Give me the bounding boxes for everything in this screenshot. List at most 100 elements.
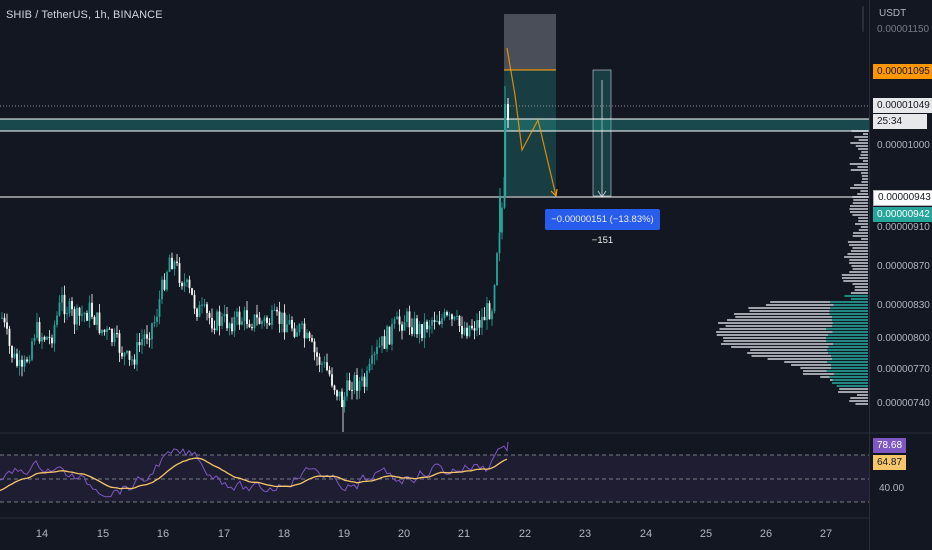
candle-body	[236, 311, 238, 317]
volume-profile-bar	[770, 301, 831, 303]
volume-profile-bar	[861, 151, 868, 153]
candle-body	[11, 346, 13, 358]
rsi-ma-value-tag: 64.87	[873, 455, 907, 470]
volume-profile-bar	[800, 367, 832, 369]
candle-body	[118, 333, 121, 353]
candle-body	[266, 317, 268, 324]
candle-body	[351, 389, 353, 391]
candle-body	[386, 326, 388, 349]
candle-body	[388, 326, 391, 345]
candle-body	[86, 312, 88, 321]
candle-body	[51, 337, 53, 344]
candle-body	[391, 323, 393, 345]
candle-body	[26, 359, 28, 362]
candle-body	[436, 320, 438, 322]
candle-body	[233, 316, 236, 332]
candle-body	[93, 316, 96, 325]
volume-profile-bar	[861, 238, 868, 240]
scroll-handle[interactable]	[862, 6, 864, 32]
price-tick: 0.00000740	[877, 398, 930, 409]
candle-body	[283, 312, 286, 333]
candle-body	[156, 316, 158, 322]
candle-body	[36, 322, 38, 338]
candle-body	[333, 385, 336, 391]
candle-body	[101, 329, 103, 334]
candle-body	[246, 310, 248, 325]
candle-body	[113, 333, 116, 343]
candle-body	[393, 319, 396, 324]
candle-body	[321, 363, 323, 365]
candle-body	[23, 359, 26, 367]
projection-arrow-head	[550, 188, 558, 198]
candle-body	[421, 324, 423, 339]
candle-body	[418, 324, 421, 335]
volume-profile-bar	[820, 376, 830, 378]
symbol-title[interactable]: SHIB / TetherUS, 1h, BINANCE	[6, 9, 163, 21]
candle-body	[58, 302, 61, 316]
measure-tool-label[interactable]: −0.00000151 (−13.83%) −151	[545, 209, 660, 246]
volume-profile-bar	[832, 325, 868, 327]
volume-profile-bar	[838, 391, 868, 393]
projection-path	[506, 47, 557, 197]
candle-body	[313, 341, 316, 353]
volume-profile-bar	[862, 178, 868, 180]
candle-body	[203, 304, 206, 306]
time-tick: 21	[457, 528, 471, 540]
price-axis-currency[interactable]: USDT	[879, 8, 907, 19]
candle-body	[504, 104, 507, 198]
candle-body	[468, 325, 471, 337]
candle-body	[6, 322, 8, 329]
volume-profile-bar	[832, 322, 868, 324]
candle-body	[66, 313, 68, 315]
candle-body	[258, 317, 261, 324]
candle-body	[168, 257, 171, 272]
current-price-tag: 0.00000942	[873, 207, 932, 222]
candle-body	[128, 350, 131, 360]
candle-body	[423, 321, 426, 339]
candle-body	[366, 370, 368, 387]
candle-body	[108, 328, 111, 330]
volume-profile-bar	[852, 283, 868, 285]
volume-profile-bar	[791, 364, 832, 366]
candle-body	[466, 327, 468, 337]
candle-body	[183, 282, 186, 287]
candle-body	[311, 337, 313, 342]
candle-body	[143, 334, 146, 340]
candle-body	[463, 327, 466, 335]
candle-body	[406, 311, 408, 323]
candle-body	[461, 326, 463, 335]
position-stop-zone	[504, 70, 556, 196]
candle-body	[41, 336, 43, 342]
candle-body	[368, 363, 371, 371]
volume-profile-bar	[860, 154, 868, 156]
candle-body	[398, 316, 401, 325]
volume-profile-bar	[833, 343, 868, 345]
candle-body	[148, 338, 151, 340]
candle-body	[293, 328, 296, 337]
volume-profile-bar	[765, 304, 834, 306]
candle-body	[326, 362, 328, 371]
volume-profile-bar	[861, 175, 868, 177]
candle-body	[298, 324, 301, 333]
volume-profile-bar	[767, 358, 833, 360]
time-tick: 17	[217, 528, 231, 540]
volume-profile-bar	[747, 352, 829, 354]
volume-profile-bar	[853, 232, 868, 234]
candle-body	[146, 334, 148, 339]
position-target-zone	[504, 14, 556, 70]
volume-profile-bar	[849, 205, 868, 207]
price-tick: 0.00001150	[877, 24, 930, 35]
candle-body	[318, 356, 321, 365]
last-price-tag: 0.00001049	[873, 98, 932, 113]
candle-body	[443, 312, 446, 319]
volume-profile-bar	[844, 256, 868, 258]
volume-profile-bar	[850, 142, 868, 144]
candle-body	[188, 279, 191, 289]
candle-body	[361, 376, 363, 381]
volume-profile-bar	[731, 346, 829, 348]
candle-body	[268, 323, 271, 325]
volume-profile-bar	[860, 226, 868, 228]
volume-profile-bar	[849, 163, 868, 165]
